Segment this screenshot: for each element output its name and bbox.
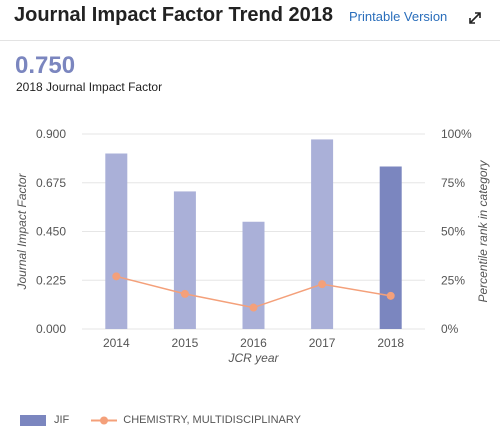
header: Journal Impact Factor Trend 2018 Printab…: [0, 0, 500, 41]
x-tick-label: 2016: [240, 336, 267, 350]
percentile-point: [318, 280, 327, 289]
percentile-point: [386, 291, 395, 300]
axis-labels: 0.000 0.225 0.450 0.675 0.900 0% 25% 50% 75% 100%…: [15, 127, 490, 365]
y-right-axis-title: Percentile rank in category: [476, 159, 490, 302]
legend-jif-swatch: [20, 414, 46, 426]
printable-version-link[interactable]: Printable Version: [349, 9, 448, 24]
y-tick-label: 0.450: [36, 225, 66, 239]
x-tick-label: 2017: [309, 336, 336, 350]
jif-bar: [379, 166, 402, 329]
y-axis-title: Journal Impact Factor: [15, 172, 29, 290]
expand-icon[interactable]: [467, 10, 483, 26]
percentile-point: [180, 289, 189, 298]
jif-bar: [173, 191, 196, 329]
y-tick-label: 0.000: [36, 322, 66, 336]
x-tick-label: 2018: [377, 336, 404, 350]
y-tick-label: 0.675: [36, 176, 66, 190]
impact-factor-caption: 2018 Journal Impact Factor: [16, 80, 163, 94]
y-tick-label: 0.225: [36, 273, 66, 287]
legend-category-label: CHEMISTRY, MULTIDISCIPLINARY: [123, 414, 301, 426]
bar-series: [105, 139, 402, 329]
line-series: [112, 272, 395, 312]
y-right-tick-label: 0%: [441, 322, 459, 336]
y-tick-label: 0.900: [36, 127, 66, 141]
jif-bar: [311, 139, 334, 329]
y-right-tick-label: 50%: [441, 225, 465, 239]
legend-jif-label: JIF: [54, 414, 70, 426]
x-tick-label: 2014: [103, 336, 130, 350]
y-right-tick-label: 25%: [441, 273, 465, 287]
x-axis-title: JCR year: [227, 351, 279, 365]
legend-line-icon: [91, 416, 118, 424]
percentile-point: [249, 303, 258, 312]
impact-factor-value: 0.750: [15, 52, 76, 79]
jif-bar: [242, 221, 265, 329]
legend: JIF CHEMISTRY, MULTIDISCIPLINARY: [20, 414, 301, 426]
x-tick-label: 2015: [172, 336, 199, 350]
page-title: Journal Impact Factor Trend 2018: [14, 4, 333, 26]
y-right-tick-label: 100%: [441, 127, 472, 141]
percentile-point: [112, 272, 121, 281]
trend-chart: 0.000 0.225 0.450 0.675 0.900 0% 25% 50% 75% 100%…: [15, 127, 490, 365]
y-right-tick-label: 75%: [441, 176, 465, 190]
jif-bar: [105, 153, 128, 329]
